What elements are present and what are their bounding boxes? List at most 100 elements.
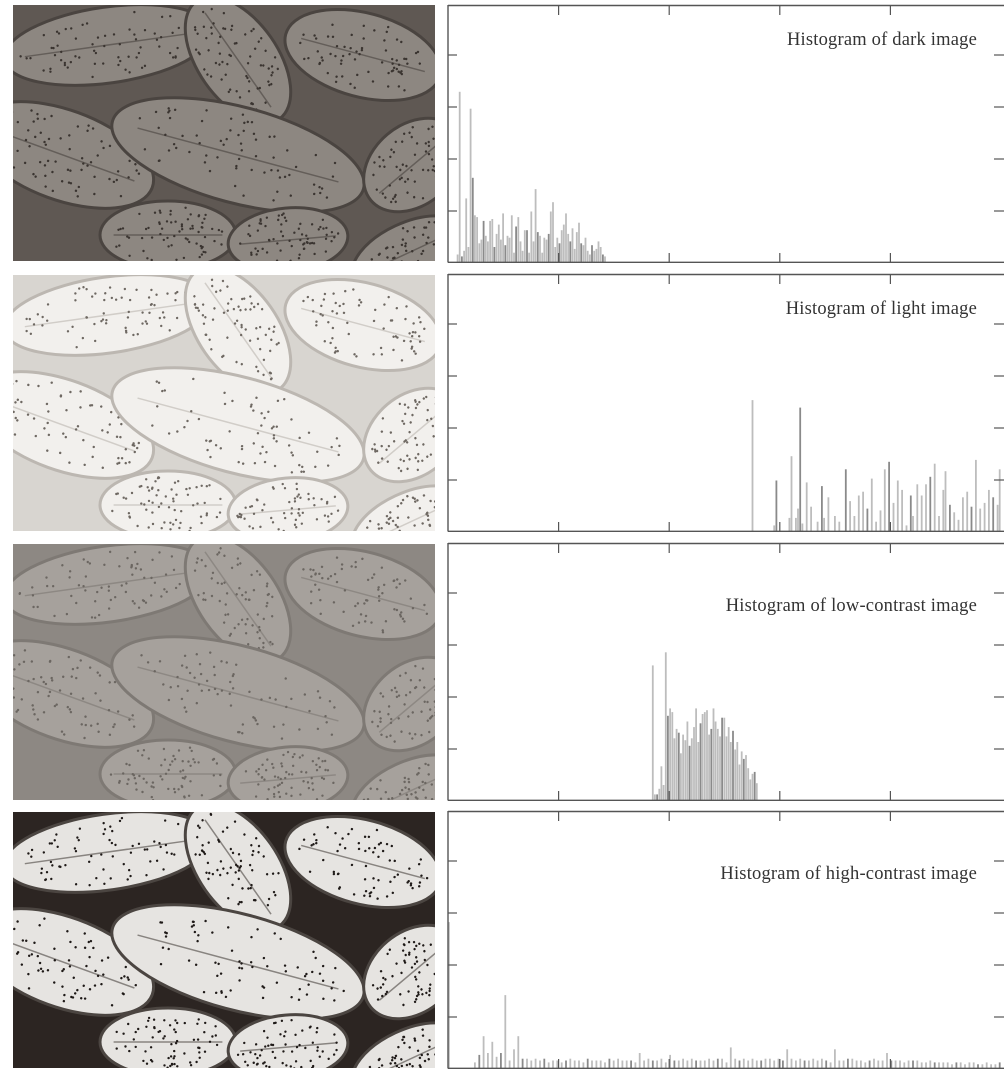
bar (997, 505, 999, 531)
bar (867, 509, 869, 531)
bar (752, 774, 754, 800)
grain-pore (189, 527, 191, 529)
bar (513, 1049, 515, 1068)
bar (526, 230, 528, 262)
photo-light (13, 275, 435, 531)
bar (708, 1059, 710, 1068)
bar (873, 1059, 875, 1068)
grain-pore (128, 255, 130, 257)
bar (979, 509, 981, 531)
bar (689, 746, 691, 800)
bar (626, 1061, 628, 1069)
grain-pore (118, 244, 120, 246)
bar (821, 486, 823, 531)
bar (487, 241, 489, 262)
grain-pore (186, 238, 188, 240)
grain-pore (154, 480, 156, 482)
bar (886, 1053, 888, 1068)
bar (845, 469, 847, 531)
grain-pore (126, 783, 128, 785)
bar (576, 232, 578, 262)
grain-pore (170, 210, 172, 212)
grain-pore (197, 1038, 199, 1040)
grain-pore (200, 522, 202, 524)
bar (776, 481, 778, 532)
grain-pore (163, 1064, 165, 1066)
grain-pore (192, 758, 194, 760)
grain-pore (175, 519, 177, 521)
bar (548, 234, 550, 262)
bar (524, 230, 526, 262)
bar (639, 1053, 641, 1068)
bar (806, 482, 808, 531)
bar (791, 456, 793, 531)
bar (938, 516, 940, 531)
grain-pore (189, 780, 191, 782)
bar (485, 236, 487, 262)
bar (563, 225, 565, 262)
bar (596, 1061, 598, 1069)
grain-pore (185, 488, 187, 490)
bar (804, 1061, 806, 1069)
grain-pore (216, 516, 218, 518)
grain-pore (127, 778, 129, 780)
bar (791, 1059, 793, 1068)
bar (609, 1059, 611, 1068)
bar (929, 1061, 931, 1069)
bars (752, 400, 1001, 531)
bar (875, 522, 877, 531)
grain-pore (143, 778, 145, 780)
bar (496, 1057, 498, 1068)
bar (877, 1061, 879, 1069)
bar (834, 1049, 836, 1068)
bar (734, 1059, 736, 1068)
grain-pore (145, 509, 147, 511)
grain-pore (188, 795, 190, 797)
bar (687, 722, 689, 801)
grain-pore (151, 511, 153, 513)
bar (569, 1059, 571, 1068)
bar (526, 1059, 528, 1068)
bar (797, 509, 799, 531)
grain-pore (215, 1034, 217, 1036)
grain-pore (204, 502, 206, 504)
bar (580, 243, 582, 262)
grain-pore (140, 502, 142, 504)
grain-pore (148, 489, 150, 491)
bar (880, 510, 882, 531)
bar (585, 238, 587, 262)
bar (995, 1064, 997, 1068)
grain-pore (193, 1039, 195, 1041)
grain-pore (166, 220, 168, 222)
bar (635, 1062, 637, 1068)
bar (472, 178, 474, 262)
grain-pore (191, 750, 193, 752)
bar (552, 202, 554, 262)
bar (812, 1059, 814, 1068)
bar (739, 1061, 741, 1069)
grain-pore (122, 1033, 124, 1035)
bar (487, 1053, 489, 1068)
bar (938, 1062, 940, 1068)
grain-pore (135, 782, 137, 784)
grain-pore (142, 250, 144, 252)
bar (984, 503, 986, 531)
grain-pore (172, 523, 174, 525)
grain-pore (201, 253, 203, 255)
histogram-low-contrast: Histogram of low-contrast image (447, 543, 1004, 801)
grain-pore (198, 1018, 200, 1020)
bar (546, 240, 548, 262)
bar (535, 189, 537, 262)
grain-pore (183, 796, 185, 798)
grain-pore (220, 243, 222, 245)
grain-pore (148, 757, 150, 759)
bar (680, 753, 682, 800)
bar (773, 525, 775, 531)
bar (802, 524, 804, 532)
grain-pore (176, 1040, 178, 1042)
bar (864, 1062, 866, 1068)
bar (828, 497, 830, 531)
grain-pore (163, 748, 165, 750)
grain-pore (178, 749, 180, 751)
bar (730, 1047, 732, 1068)
